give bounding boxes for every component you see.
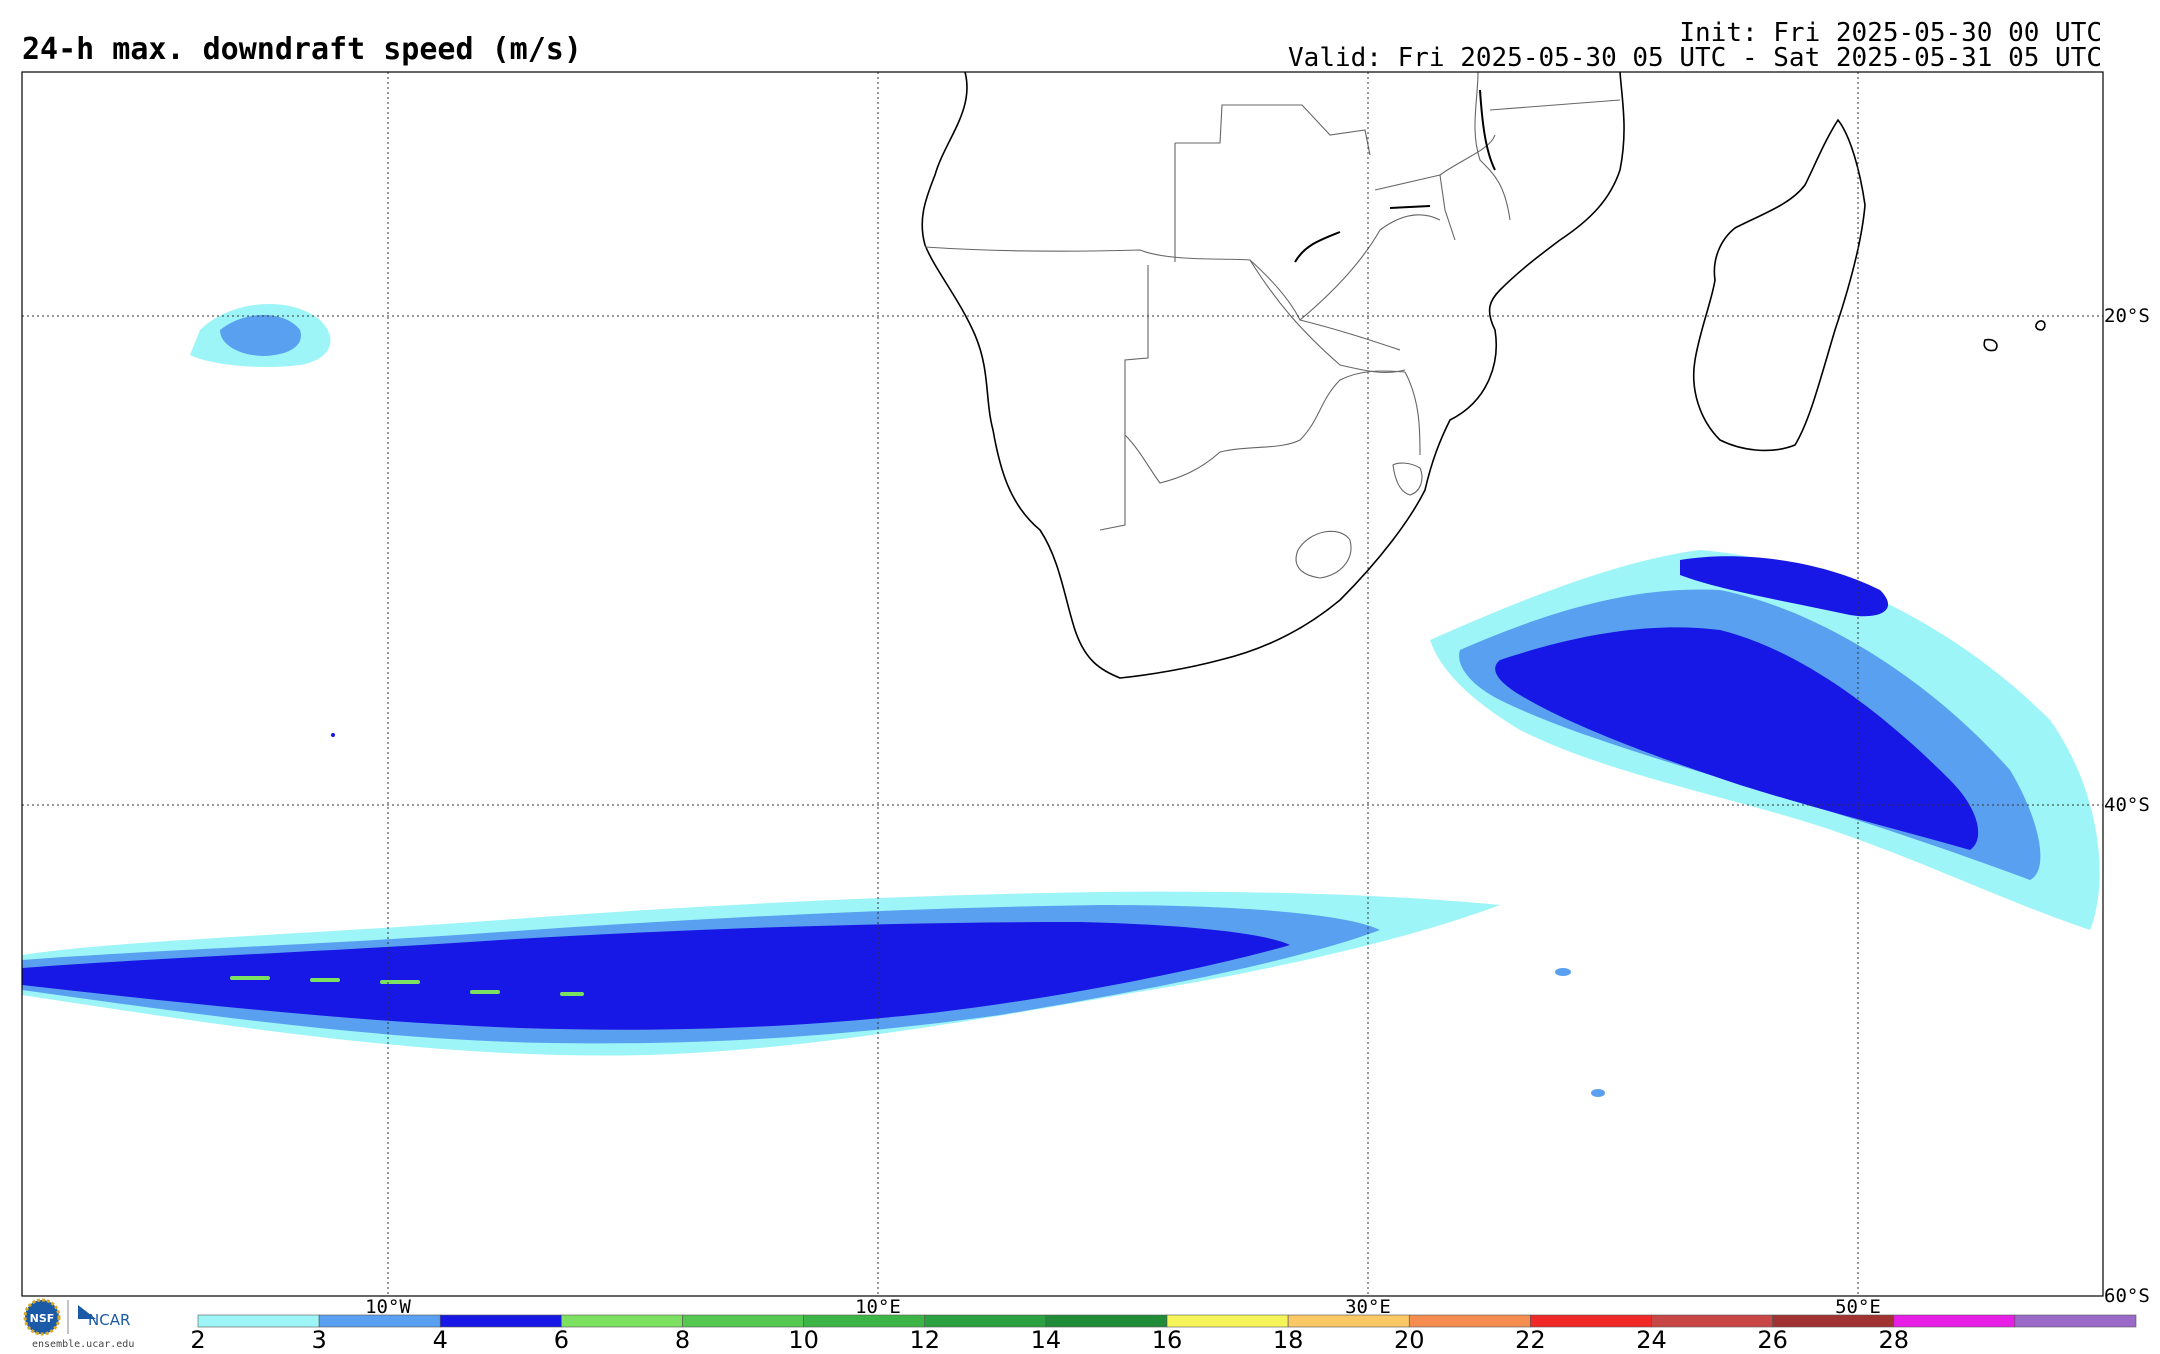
downdraft-spot [310,978,340,982]
colorbar-swatch [803,1314,926,1328]
country-borders [924,71,1621,579]
colorbar-swatch [682,1314,804,1328]
lake-tanganyika-south [1389,205,1431,209]
downdraft-streaks-ne [1680,556,1889,617]
colorbar-swatch [318,1314,441,1328]
lake-kariba [1294,231,1341,263]
lon-label-30e: 30°E [1345,1296,1391,1318]
colorbar-tick-label: 26 [1757,1326,1788,1354]
colorbar-tick-label: 28 [1878,1326,1909,1354]
border [1295,530,1352,579]
map-frame [21,71,2104,1297]
colorbar-swatch [924,1314,1047,1328]
lat-label-40s: 40°S [2104,794,2150,816]
lon-label-10e: 10°E [855,1296,901,1318]
mauritius-island [2035,320,2046,331]
map-title: 24-h max. downdraft speed (m/s) [22,32,582,67]
colorbar-swatch [1893,1314,2016,1328]
colorbar-tick-label: 24 [1636,1326,1667,1354]
lat-label-60s: 60°S [2104,1285,2150,1307]
colorbar-swatch [1651,1314,1773,1328]
border [1489,99,1621,111]
downdraft-dot [1555,968,1571,976]
colorbar-swatch [197,1314,320,1328]
border [1124,370,1406,484]
colorbar-swatch [1166,1314,1289,1328]
downdraft-spot [560,992,584,996]
border [1249,259,1406,374]
downdraft-streaks-core [1495,627,1979,850]
border [1099,265,1149,531]
colorbar-swatch [2014,1314,2137,1328]
coastlines [921,71,2046,679]
reunion-island [1983,338,1998,352]
colorbar-tick-label: 6 [554,1326,569,1354]
border [1439,134,1496,176]
lakes [1294,89,1496,263]
colorbar-tick-label: 20 [1394,1326,1425,1354]
nsf-logo-text: NSF [30,1312,55,1325]
colorbar-tick-label: 12 [909,1326,940,1354]
downdraft-patch-nw-core [220,315,301,356]
colorbar-tick-label: 4 [433,1326,448,1354]
downdraft-spot [470,990,500,994]
colorbar-tick-label: 10 [788,1326,819,1354]
border [1404,371,1421,456]
colorbar-swatch [1530,1314,1652,1328]
colorbar-swatch [1772,1314,1895,1328]
border [1392,462,1423,496]
lat-label-20s: 20°S [2104,305,2150,327]
nsf-logo-icon [25,1300,59,1334]
colorbar-swatch [1045,1314,1168,1328]
downdraft-band-core [22,922,1290,1030]
lon-label-50e: 50°E [1835,1296,1881,1318]
lake-malawi [1479,89,1496,171]
colorbar-tick-label: 8 [675,1326,690,1354]
border [1175,104,1371,156]
colorbar-tick-label: 3 [311,1326,326,1354]
colorbar-swatch [1408,1314,1531,1328]
downdraft-field-layer [22,303,2100,1097]
logos: NSF NCAR [22,1297,162,1353]
colorbar-swatch [439,1314,562,1328]
border [1374,174,1456,241]
africa-coastline [921,71,1625,679]
graticule [22,72,2103,1296]
colorbar: 2 3 4 6 8 10 12 14 16 18 20 22 24 26 28 [190,1314,2137,1354]
border [1474,71,1511,221]
colorbar-tick-label: 18 [1273,1326,1304,1354]
colorbar-swatch [561,1314,683,1328]
valid-time-range: Valid: Fri 2025-05-30 05 UTC - Sat 2025-… [1288,43,2102,73]
lon-label-10w: 10°W [365,1296,411,1318]
border [1299,214,1441,321]
madagascar-coastline [1692,118,1866,452]
ncar-logo-text: NCAR [88,1311,130,1329]
downdraft-dot [1591,1089,1605,1097]
colorbar-swatch [1287,1314,1410,1328]
colorbar-tick-label: 16 [1152,1326,1183,1354]
downdraft-dot [331,733,335,737]
downdraft-spot [380,980,420,984]
ncar-logo-icon [78,1305,96,1319]
border [924,246,1401,351]
downdraft-spot [230,976,270,980]
colorbar-tick-label: 14 [1031,1326,1062,1354]
colorbar-tick-label: 2 [190,1326,205,1354]
colorbar-tick-label: 22 [1515,1326,1546,1354]
init-time: Init: Fri 2025-05-30 00 UTC [1679,18,2102,48]
logo-url: ensemble.ucar.edu [32,1339,135,1350]
